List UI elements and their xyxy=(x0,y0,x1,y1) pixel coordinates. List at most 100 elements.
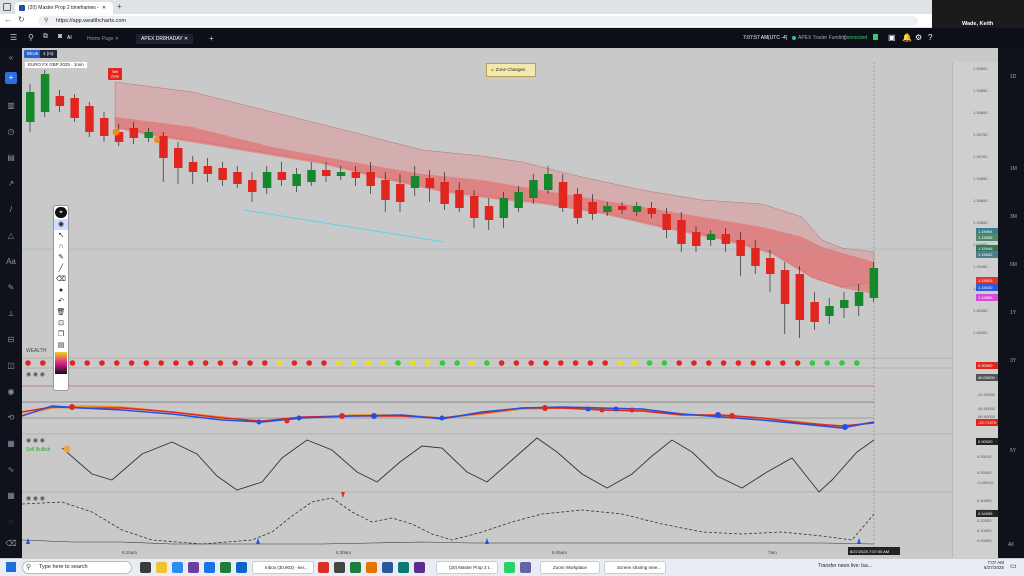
color-palette-icon[interactable] xyxy=(55,352,67,374)
word-icon[interactable] xyxy=(204,562,215,573)
cursor-icon[interactable]: ↖ xyxy=(58,232,64,239)
timeframe-chip[interactable]: 1 (m) xyxy=(40,50,57,58)
taskbar-search-input[interactable]: Type here to search xyxy=(22,561,132,574)
layers-icon[interactable]: ◫ xyxy=(7,361,15,370)
tf-all[interactable]: All xyxy=(1008,542,1014,548)
taskbar-item-master-prop[interactable]: (20) Master Prop 3 t... xyxy=(436,561,498,574)
news-widget[interactable]: Transfer news live: Isa... xyxy=(818,563,872,569)
notification-center-icon[interactable]: ▭ xyxy=(1010,563,1017,570)
eye-toggle-icon[interactable]: ◉ xyxy=(54,219,68,230)
app-icon[interactable] xyxy=(318,562,329,573)
pencil-icon[interactable]: ✎ xyxy=(58,254,64,261)
price-axis[interactable]: 1.16900 1.16850 1.16800 1.16750 1.16700 1.166… xyxy=(952,62,998,558)
undo-icon[interactable]: ↶ xyxy=(58,298,64,305)
file-explorer-icon[interactable] xyxy=(156,562,167,573)
notifications-icon[interactable]: 🔔 xyxy=(902,33,912,42)
tf-6m[interactable]: 6M xyxy=(1010,262,1017,268)
ai-button[interactable]: AI xyxy=(67,35,72,41)
taskbar-item-inbox[interactable]: Inbox (30,903) - kei... xyxy=(252,561,314,574)
collapse-icon[interactable]: « xyxy=(8,53,14,62)
tab-apex-chart[interactable]: APEX DR8HADAY ✕ xyxy=(136,34,194,44)
taskbar-clock[interactable]: 7:07 AM 8/27/2025 xyxy=(982,560,1004,570)
shapes-icon[interactable]: △ xyxy=(7,231,15,240)
grid-icon[interactable]: ▦ xyxy=(7,491,15,500)
excel-icon[interactable] xyxy=(220,562,231,573)
eye-icon[interactable]: ◉ xyxy=(7,387,15,396)
app-icon[interactable] xyxy=(188,562,199,573)
alert-banner[interactable]: ▲ Zone Changes xyxy=(486,63,536,77)
tf-1m[interactable]: 1M xyxy=(1010,166,1017,172)
tab-close-icon[interactable]: ✕ xyxy=(101,5,107,11)
lock-icon[interactable]: ⊡ xyxy=(58,320,64,327)
clipboard-icon[interactable]: ▤ xyxy=(57,342,65,349)
trend-icon[interactable]: ↗ xyxy=(7,179,15,188)
menu-icon[interactable]: ☰ xyxy=(10,33,18,42)
browser-tab[interactable]: (20) Master Prop 2 timeframes - ✕ xyxy=(15,2,113,14)
teams-icon[interactable] xyxy=(520,562,531,573)
symbol-chip[interactable]: 6EU5 xyxy=(24,50,42,58)
tab-home-page[interactable]: Home Page ✕ xyxy=(87,36,119,42)
measure-icon[interactable]: ⟂ xyxy=(8,309,14,318)
dot-icon[interactable]: ● xyxy=(58,287,64,294)
help-icon[interactable]: ? xyxy=(928,33,933,42)
eraser-icon[interactable]: ⌫ xyxy=(56,276,66,283)
app-icon[interactable] xyxy=(382,562,393,573)
app-icon[interactable] xyxy=(334,562,345,573)
layouts-icon[interactable]: ⧉ xyxy=(43,33,48,40)
osc-panel-controls[interactable]: ◉ ◉ ◉ xyxy=(26,372,46,378)
line-tool-icon[interactable]: / xyxy=(9,205,13,214)
site-info-icon[interactable]: ⚲ xyxy=(44,18,49,24)
settings-gear-icon[interactable]: ⚙ xyxy=(915,33,923,42)
wave-icon[interactable]: ∿ xyxy=(7,465,15,474)
bar-chart-icon[interactable]: ▥ xyxy=(7,101,15,110)
wave-panel-controls[interactable]: ◉ ◉ ◉ xyxy=(26,438,46,444)
copy-icon[interactable]: ❐ xyxy=(57,331,65,338)
delete-icon[interactable]: 🗑 xyxy=(56,309,66,316)
candle-body xyxy=(795,274,805,320)
cycle-panel-controls[interactable]: ◉ ◉ ◉ xyxy=(26,496,46,502)
tf-1d[interactable]: 1D xyxy=(1010,74,1017,80)
candle-body xyxy=(233,172,242,184)
reload-icon[interactable]: ↻ xyxy=(18,15,25,24)
account-name[interactable]: APEX Trader Funding xyxy=(798,35,847,41)
line-icon[interactable]: ╱ xyxy=(58,265,64,272)
brush-icon[interactable]: ✎ xyxy=(7,283,15,292)
whatsapp-icon[interactable] xyxy=(504,562,515,573)
tf-3m[interactable]: 3M xyxy=(1010,214,1017,220)
candle-body xyxy=(159,136,168,158)
app-icon[interactable] xyxy=(398,562,409,573)
ruler-icon[interactable]: ⊟ xyxy=(7,335,15,344)
app-icon[interactable] xyxy=(414,562,425,573)
tf-1y[interactable]: 1Y xyxy=(1010,310,1017,316)
add-indicator-icon[interactable]: + xyxy=(5,72,17,84)
tf-5y[interactable]: 5Y xyxy=(1010,448,1017,454)
chrome-icon[interactable] xyxy=(366,562,377,573)
add-tab-icon[interactable]: + xyxy=(209,34,214,43)
chart-canvas[interactable]: Sell Zone 6:15am 6:30a xyxy=(22,62,952,558)
text-tool-icon[interactable]: Aa xyxy=(6,257,16,266)
stats-icon[interactable]: ▦ xyxy=(7,439,15,448)
outlook-icon[interactable] xyxy=(236,562,247,573)
magnet-icon[interactable]: ∩ xyxy=(58,243,64,250)
pin-icon[interactable]: ⌖ xyxy=(55,207,67,218)
camera-icon[interactable]: ◙ xyxy=(58,33,63,40)
window-menu-icon[interactable] xyxy=(3,3,11,11)
app-icon[interactable] xyxy=(172,562,183,573)
sync-icon[interactable]: ⟲ xyxy=(7,413,15,422)
clock-icon[interactable]: ◷ xyxy=(7,127,15,136)
url-field[interactable]: https://app.wealthcharts.com xyxy=(38,16,918,26)
windows-start-icon[interactable] xyxy=(6,562,16,572)
tf-3y[interactable]: 3Y xyxy=(1010,358,1017,364)
signal-dot xyxy=(572,360,579,366)
task-view-icon[interactable] xyxy=(140,562,151,573)
back-icon[interactable]: ← xyxy=(4,15,12,24)
taskbar-item-screen-sharing[interactable]: Screen sharing mee... xyxy=(604,561,666,574)
new-tab-icon[interactable]: + xyxy=(117,2,122,11)
taskbar-item-zoom[interactable]: Zoom Workplace xyxy=(540,561,600,574)
app-icon[interactable] xyxy=(350,562,361,573)
save-icon[interactable]: ▣ xyxy=(888,33,896,42)
note-icon[interactable]: ▤ xyxy=(7,153,15,162)
trash-icon[interactable]: ⌫ xyxy=(5,539,17,548)
search-icon[interactable]: ⚲ xyxy=(28,33,34,42)
hide-icon[interactable]: ◌ xyxy=(8,517,14,526)
